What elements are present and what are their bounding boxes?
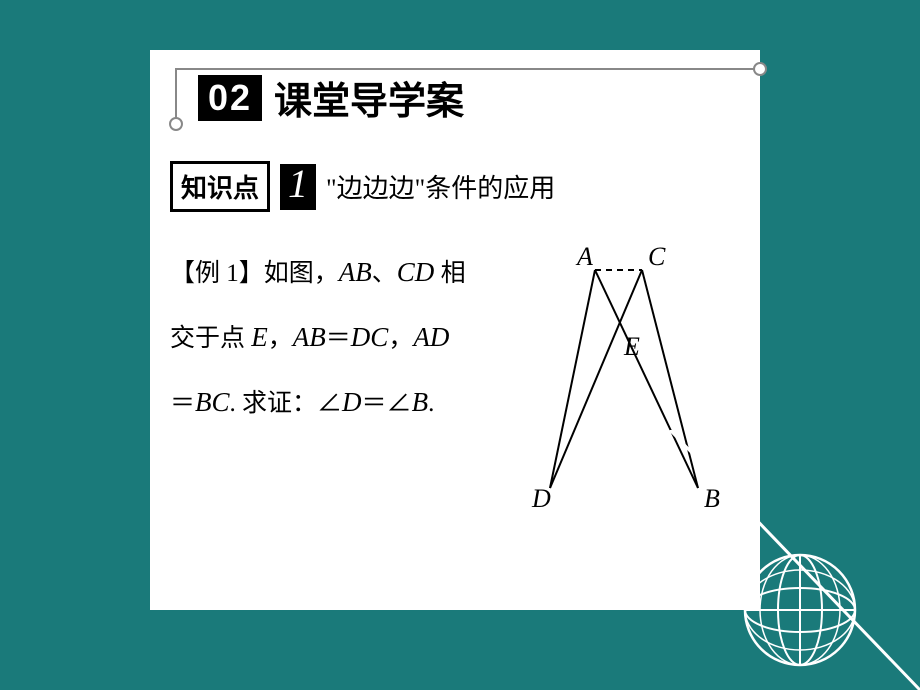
t3e: ＝∠ bbox=[362, 390, 412, 417]
section-title: 课堂导学案 bbox=[274, 70, 464, 125]
section-number: 02 bbox=[198, 75, 262, 121]
section-header: 02 课堂导学案 bbox=[150, 50, 760, 137]
example-text: 【例 1】如图，AB、CD 相 交于点 E，AB＝DC，AD ＝BC. 求证：∠… bbox=[170, 240, 512, 508]
knowledge-label-box: 知识点 bbox=[170, 161, 270, 212]
label-d: D bbox=[532, 484, 551, 514]
example-line-2: 交于点 E，AB＝DC，AD bbox=[170, 305, 512, 370]
t2c: ， bbox=[268, 325, 293, 352]
t3a: ＝ bbox=[170, 390, 195, 417]
geometry-diagram: A C E D B bbox=[530, 248, 740, 508]
label-e: E bbox=[624, 332, 640, 362]
knowledge-number: 1 bbox=[280, 164, 316, 210]
t2a: 交于点 bbox=[170, 325, 251, 352]
header-decoration bbox=[175, 68, 760, 124]
t3g: . bbox=[428, 390, 434, 417]
label-c: C bbox=[648, 242, 665, 272]
edge-ab bbox=[595, 270, 698, 488]
t2e: ＝ bbox=[326, 325, 351, 352]
knowledge-point-row: 知识点 1 "边边边"条件的应用 bbox=[150, 137, 760, 222]
content-card: 02 课堂导学案 知识点 1 "边边边"条件的应用 【例 1】如图，AB、CD … bbox=[150, 50, 760, 610]
math-b: B bbox=[412, 387, 429, 417]
example-line-3: ＝BC. 求证：∠D＝∠B. bbox=[170, 370, 512, 435]
label-b: B bbox=[704, 484, 720, 514]
example-block: 【例 1】如图，AB、CD 相 交于点 E，AB＝DC，AD ＝BC. 求证：∠… bbox=[150, 222, 760, 518]
t1c: 、 bbox=[372, 260, 397, 287]
math-dc: DC bbox=[351, 322, 389, 352]
decoration-dot-tr bbox=[753, 62, 767, 76]
decor-globe-icon bbox=[740, 550, 860, 670]
t3c: . 求证：∠ bbox=[230, 390, 343, 417]
math-cd: CD bbox=[397, 257, 435, 287]
t1e: 相 bbox=[434, 260, 465, 287]
example-line-1: 【例 1】如图，AB、CD 相 bbox=[170, 240, 512, 305]
decoration-dot-bl bbox=[169, 117, 183, 131]
edge-ad bbox=[550, 270, 595, 488]
label-a: A bbox=[577, 242, 593, 272]
example-label: 【例 1】 bbox=[170, 260, 264, 287]
math-ad: AD bbox=[413, 322, 449, 352]
knowledge-description: "边边边"条件的应用 bbox=[326, 168, 555, 205]
diagram-svg bbox=[530, 248, 740, 508]
math-d: D bbox=[342, 387, 362, 417]
math-bc: BC bbox=[195, 387, 230, 417]
math-e: E bbox=[251, 322, 268, 352]
edge-cb bbox=[642, 270, 698, 488]
edge-cd bbox=[550, 270, 642, 488]
math-ab: AB bbox=[339, 257, 372, 287]
t1a: 如图， bbox=[264, 260, 339, 287]
t2g: ， bbox=[388, 325, 413, 352]
math-ab2: AB bbox=[293, 322, 326, 352]
